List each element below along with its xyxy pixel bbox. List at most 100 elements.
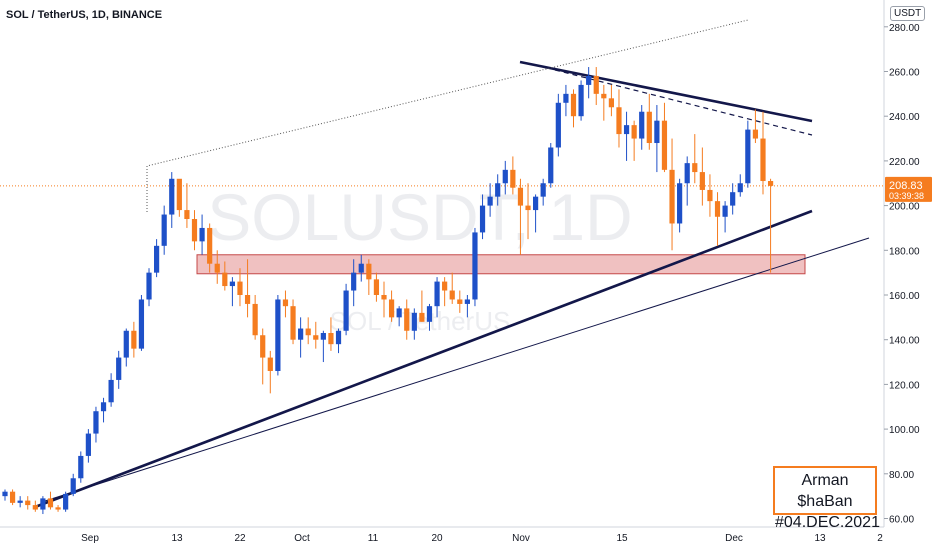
price-tag-countdown: 03:39:38 bbox=[889, 191, 924, 201]
main-support-trendline bbox=[34, 209, 813, 509]
candle-body bbox=[457, 299, 463, 304]
candle-body bbox=[442, 281, 448, 291]
candle-body bbox=[320, 332, 326, 340]
signature-author: Arman $haBan bbox=[797, 472, 853, 510]
candle-body bbox=[100, 402, 107, 412]
y-tick-label: 220.00 bbox=[889, 157, 920, 168]
x-tick-label: 22 bbox=[234, 533, 246, 544]
candle-body bbox=[298, 328, 304, 340]
x-tick-label: 13 bbox=[814, 533, 826, 544]
currency-button[interactable]: USDT bbox=[890, 6, 926, 21]
candle-body bbox=[684, 163, 690, 184]
candle-body bbox=[176, 178, 182, 211]
candle-body bbox=[131, 330, 137, 349]
candle-body bbox=[351, 272, 357, 291]
candle-body bbox=[146, 272, 152, 300]
candle-body bbox=[244, 295, 251, 304]
candle-body bbox=[388, 299, 395, 318]
x-tick-label: 13 bbox=[171, 533, 183, 544]
candle-body bbox=[32, 505, 38, 510]
candle-body bbox=[207, 227, 213, 264]
candle-body bbox=[78, 455, 84, 479]
candle-body bbox=[699, 172, 705, 190]
candle-body bbox=[214, 263, 220, 273]
candle-body bbox=[563, 93, 569, 103]
x-tick-label: Nov bbox=[512, 533, 530, 544]
candle-body bbox=[275, 299, 281, 371]
x-tick-label: 11 bbox=[368, 533, 379, 544]
author-signature: Arman $haBan #04.DEC.2021 bbox=[773, 466, 880, 531]
candle-body bbox=[449, 290, 455, 300]
x-tick-label: 15 bbox=[616, 533, 628, 544]
candle-body bbox=[540, 183, 546, 197]
y-tick-label: 120.00 bbox=[889, 380, 920, 391]
y-tick-label: 260.00 bbox=[889, 68, 920, 79]
candle-body bbox=[570, 93, 577, 117]
chart-title: SOL / TetherUS, 1D, BINANCE bbox=[6, 9, 163, 21]
candle-body bbox=[2, 491, 8, 497]
price-tag bbox=[885, 176, 932, 202]
candle-body bbox=[654, 120, 660, 144]
price-tag-value: 208.83 bbox=[889, 180, 923, 192]
candle-body bbox=[555, 102, 561, 148]
candle-body bbox=[548, 147, 554, 184]
candle-body bbox=[70, 478, 76, 494]
candle-body bbox=[282, 299, 289, 307]
candle-body bbox=[290, 306, 296, 340]
candle-body bbox=[623, 125, 630, 135]
candle-body bbox=[661, 120, 668, 170]
candle-body bbox=[305, 328, 311, 336]
candle-body bbox=[639, 111, 645, 139]
candle-body bbox=[63, 493, 69, 510]
candle-body bbox=[646, 111, 652, 144]
candle-body bbox=[237, 281, 243, 295]
x-tick-label: Dec bbox=[725, 533, 743, 544]
candle-body bbox=[517, 187, 524, 206]
candle-body bbox=[358, 263, 364, 273]
candle-body bbox=[184, 210, 190, 220]
candle-body bbox=[487, 196, 493, 206]
candle-body bbox=[123, 330, 129, 358]
candle-body bbox=[578, 84, 584, 117]
candle-body bbox=[252, 303, 258, 336]
candle-body bbox=[411, 312, 417, 331]
candle-body bbox=[17, 500, 23, 503]
candle-body bbox=[601, 93, 607, 99]
candle-body bbox=[767, 181, 774, 186]
x-tick-label: Sep bbox=[81, 533, 99, 544]
candle-body bbox=[677, 183, 683, 224]
y-tick-label: 60.00 bbox=[889, 515, 914, 526]
candle-body bbox=[335, 330, 342, 345]
candle-body bbox=[9, 491, 16, 503]
candle-body bbox=[40, 498, 46, 510]
candle-body bbox=[533, 196, 539, 211]
x-tick-label: Oct bbox=[294, 533, 310, 544]
candle-body bbox=[752, 129, 759, 139]
candle-body bbox=[464, 299, 470, 304]
candle-body bbox=[229, 281, 235, 287]
support-zone bbox=[196, 254, 806, 275]
candle-body bbox=[479, 205, 486, 233]
candle-body bbox=[745, 129, 751, 184]
y-tick-label: 140.00 bbox=[889, 336, 920, 347]
candle-body bbox=[707, 189, 713, 202]
candle-body bbox=[669, 169, 675, 224]
candle-body bbox=[85, 433, 91, 456]
candle-body bbox=[426, 306, 433, 322]
candle-body bbox=[502, 169, 508, 184]
candle-body bbox=[419, 312, 425, 322]
candle-body bbox=[154, 245, 160, 273]
x-tick-label: 2 bbox=[877, 533, 883, 544]
candle-body bbox=[199, 227, 205, 242]
candle-body bbox=[25, 500, 31, 506]
candle-body bbox=[366, 263, 372, 280]
candle-body bbox=[343, 290, 349, 331]
candle-body bbox=[116, 357, 122, 380]
candle-body bbox=[260, 335, 266, 358]
candle-body bbox=[396, 308, 402, 318]
candle-body bbox=[737, 183, 743, 193]
candle-body bbox=[381, 295, 387, 300]
resistance-trendline bbox=[519, 60, 813, 123]
candle-body bbox=[714, 201, 721, 217]
